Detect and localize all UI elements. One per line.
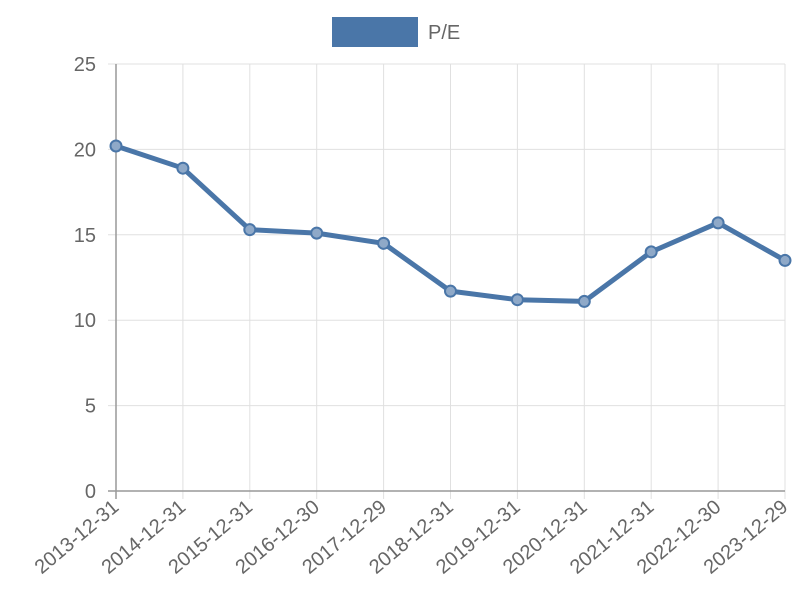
y-tick-label: 0 [85,481,96,503]
data-point[interactable] [243,223,257,237]
y-tick-label: 25 [74,54,96,76]
data-point[interactable] [778,253,792,267]
data-point[interactable] [644,245,658,259]
data-point[interactable] [377,236,391,250]
data-point[interactable] [310,226,324,240]
legend-label-pe[interactable]: P/E [428,22,460,44]
data-point[interactable] [176,161,190,175]
series-group [109,139,792,308]
data-point[interactable] [510,293,524,307]
data-point[interactable] [109,139,123,153]
y-tick-label: 5 [85,396,96,418]
data-point[interactable] [577,294,591,308]
y-tick-label: 20 [74,139,96,161]
legend-swatch[interactable] [332,17,418,47]
data-point[interactable] [444,284,457,298]
x-tick-labels: 2013-12-312014-12-312015-12-312016-12-30… [31,496,793,579]
grid [108,63,786,499]
y-tick-label: 10 [74,310,96,332]
legend[interactable]: P/E [332,17,460,47]
data-point[interactable] [711,216,725,230]
y-tick-labels: 0 5 10 15 20 25 [74,54,96,503]
axes [108,64,785,499]
y-tick-label: 15 [74,225,96,247]
